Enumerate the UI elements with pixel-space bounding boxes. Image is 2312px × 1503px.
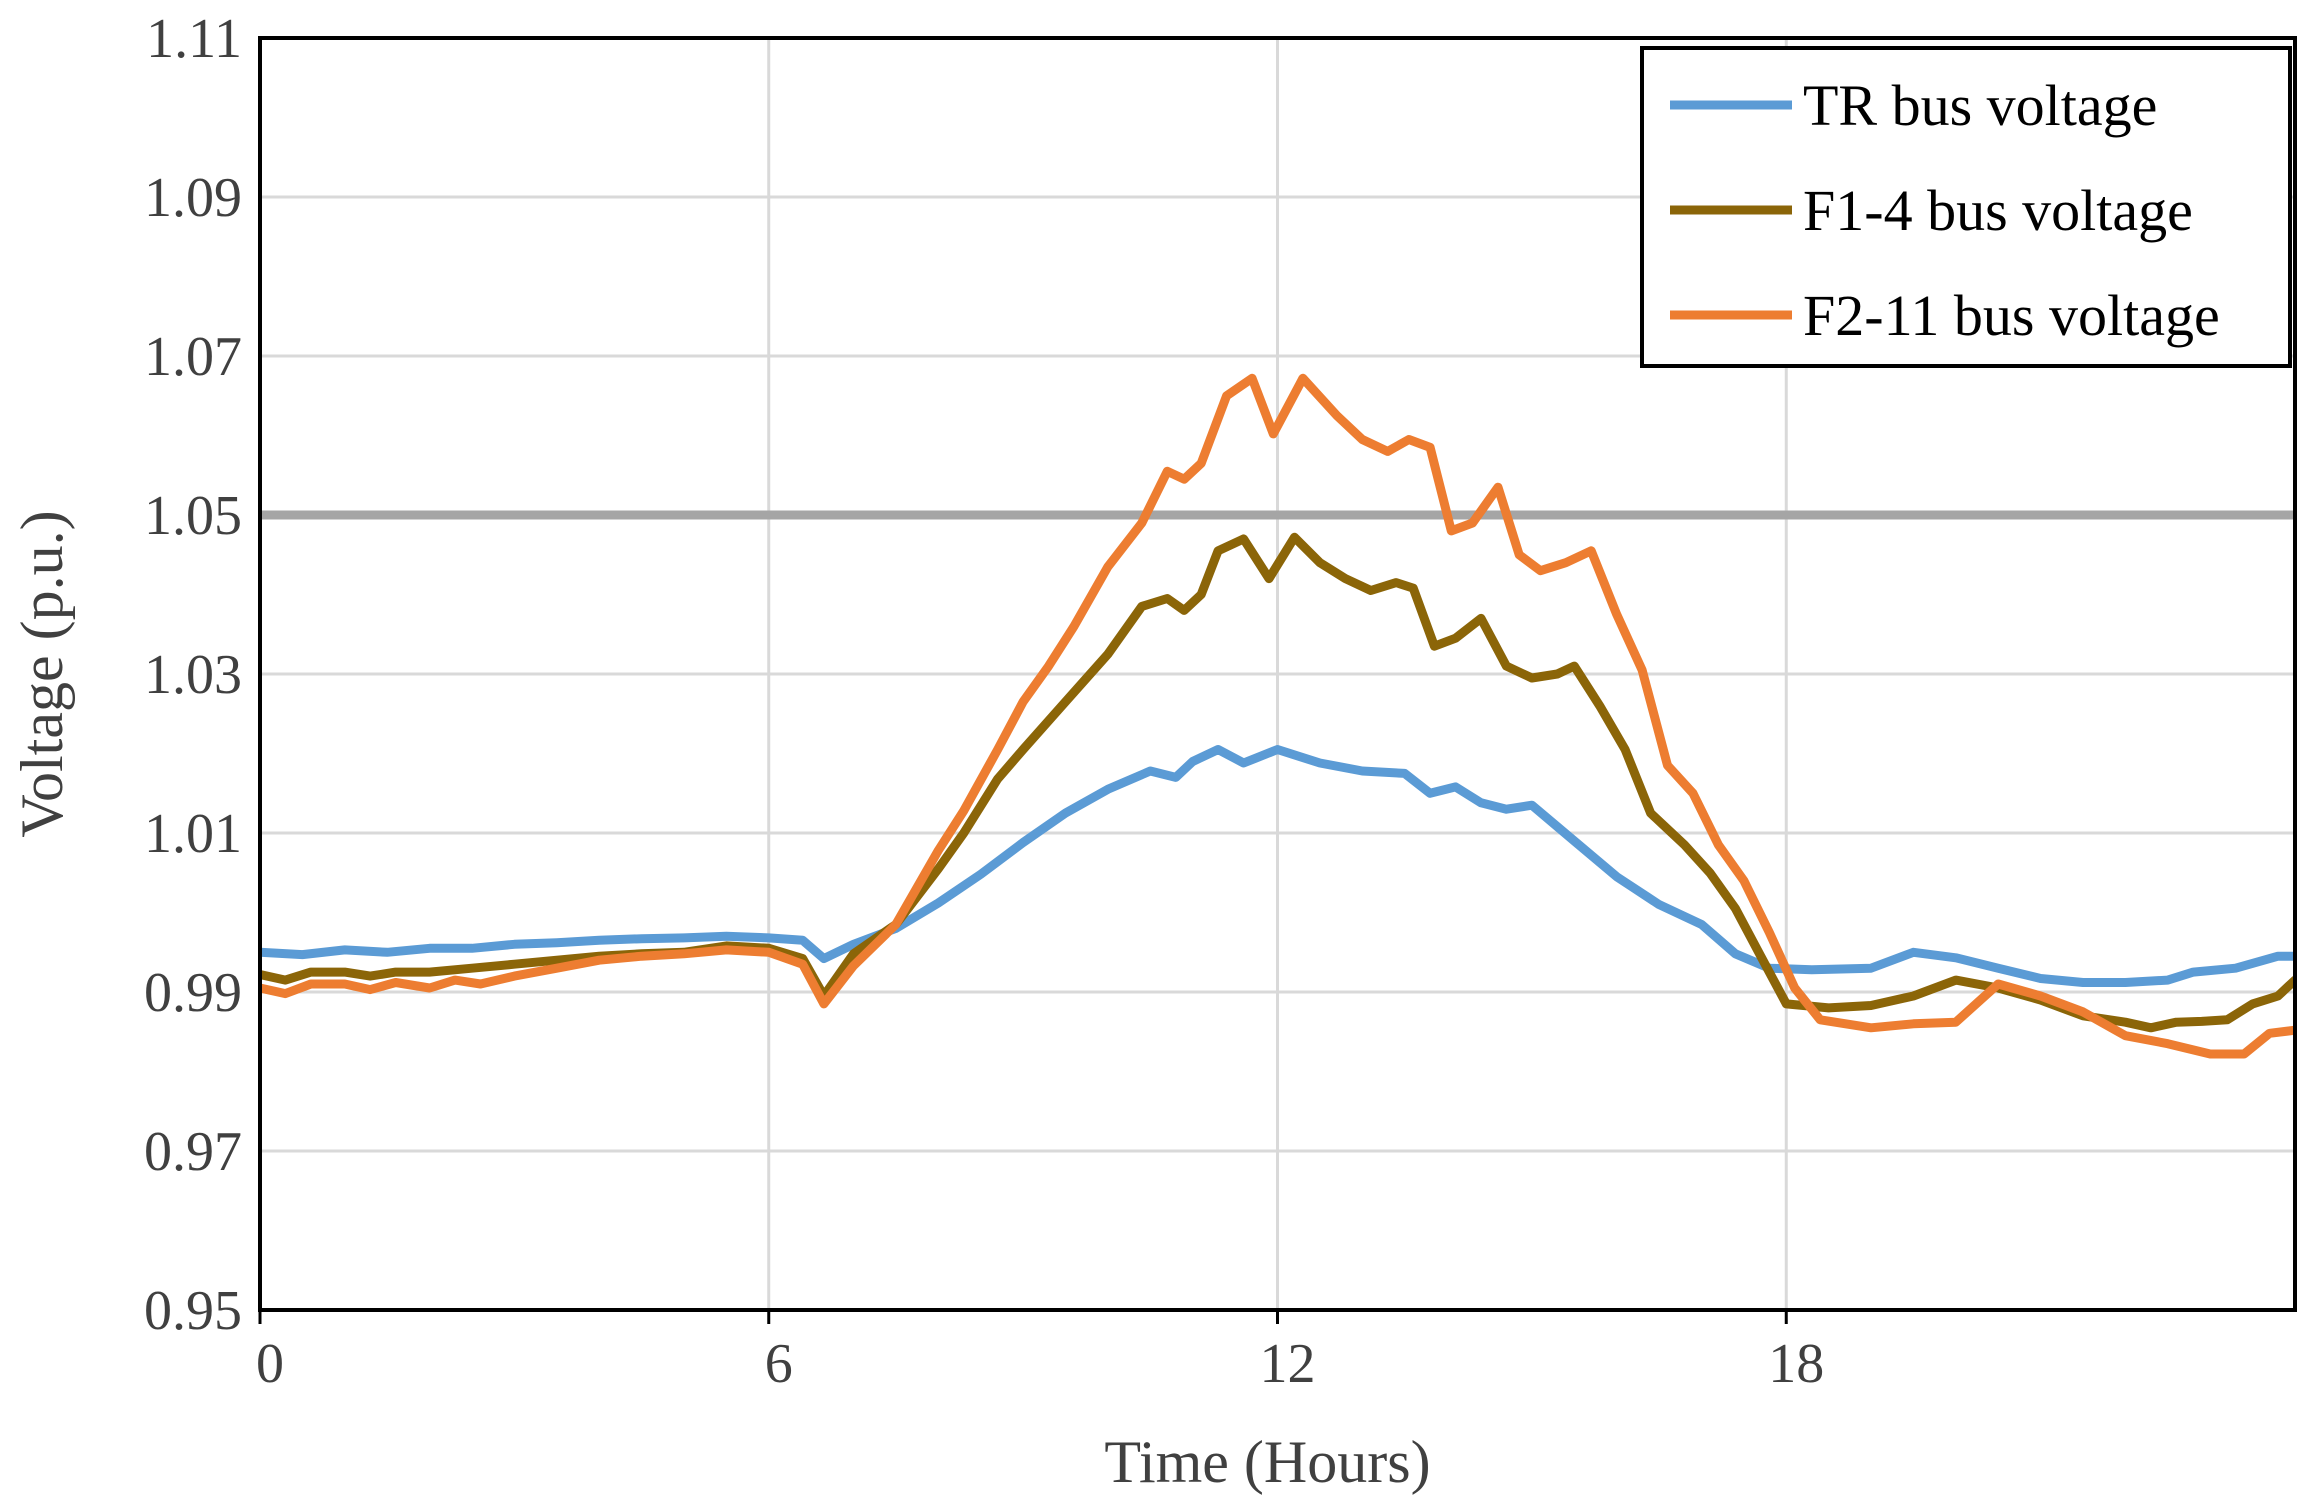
y-axis-tick-labels: 0.95 0.97 0.99 1.01 1.03 1.05 1.07 1.09 1.11: [144, 8, 242, 1342]
y-tick-label: 1.07: [144, 326, 242, 388]
y-tick-label: 1.05: [144, 485, 242, 547]
y-tick-label: 0.95: [144, 1280, 242, 1342]
y-tick-label: 1.11: [146, 8, 242, 70]
y-tick-label: 0.97: [144, 1121, 242, 1183]
x-tick-label: 12: [1260, 1333, 1316, 1395]
series-line-1: [260, 745, 2295, 987]
x-axis-title: Time (Hours): [1104, 1429, 1430, 1495]
x-tick-label: 18: [1768, 1333, 1824, 1395]
series-group: [260, 373, 2295, 1059]
x-tick-label: 6: [765, 1333, 793, 1395]
y-tick-label: 1.01: [144, 803, 242, 865]
legend: TR bus voltage F1-4 bus voltage F2-11 bus …: [1640, 46, 2292, 368]
legend-label: TR bus voltage: [1803, 73, 2157, 138]
series-line-3: [260, 373, 2295, 1059]
legend-label: F1-4 bus voltage: [1803, 178, 2193, 243]
y-tick-label: 1.03: [144, 644, 242, 706]
x-tick-label: 0: [256, 1333, 284, 1395]
x-axis-tick-labels: 0 6 12 18: [256, 1310, 1824, 1395]
y-axis-title: Voltage (p.u.): [9, 510, 75, 837]
legend-label: F2-11 bus voltage: [1803, 283, 2220, 348]
y-tick-label: 1.09: [144, 167, 242, 229]
y-tick-label: 0.99: [144, 962, 242, 1024]
